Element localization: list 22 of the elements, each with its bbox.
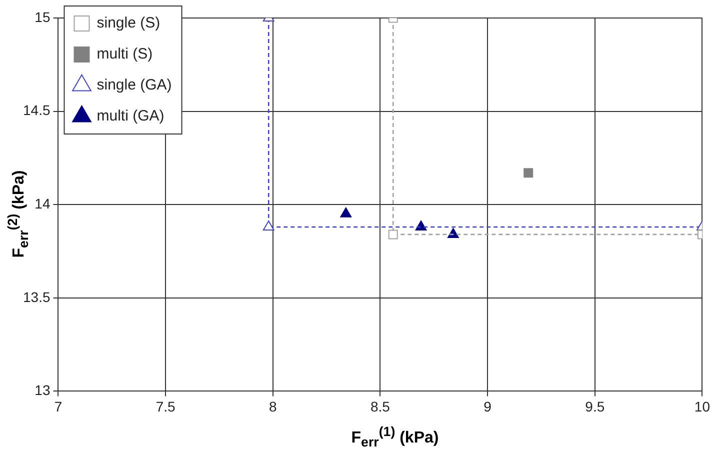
y-tick-label: 14 bbox=[34, 195, 50, 212]
point bbox=[448, 228, 459, 238]
legend-label: multi (S) bbox=[96, 46, 153, 63]
x-tick-label: 10 bbox=[694, 398, 710, 414]
x-tick-label: 8 bbox=[269, 398, 278, 414]
legend-label: multi (GA) bbox=[96, 108, 164, 125]
x-tick-label: 7 bbox=[54, 398, 62, 414]
y-tick-label: 13.5 bbox=[23, 288, 50, 305]
point bbox=[524, 168, 534, 178]
point bbox=[262, 220, 274, 230]
point bbox=[340, 207, 352, 218]
x-tick-label: 9 bbox=[484, 398, 492, 414]
y-tick-label: 14.5 bbox=[23, 102, 50, 118]
point bbox=[415, 220, 427, 230]
x-tick-label: 9.5 bbox=[585, 398, 605, 414]
x-tick-label: 7.5 bbox=[156, 398, 176, 414]
x-axis-title: F$_{err}$$^{(1)}$ (kPa) bbox=[351, 424, 439, 450]
legend-label: single (GA) bbox=[96, 76, 172, 94]
y-tick-label: 15 bbox=[34, 8, 50, 25]
y-tick-label: 13 bbox=[34, 382, 50, 398]
x-tick-label: 8.5 bbox=[370, 398, 390, 414]
legend-label: single (S) bbox=[96, 14, 160, 32]
